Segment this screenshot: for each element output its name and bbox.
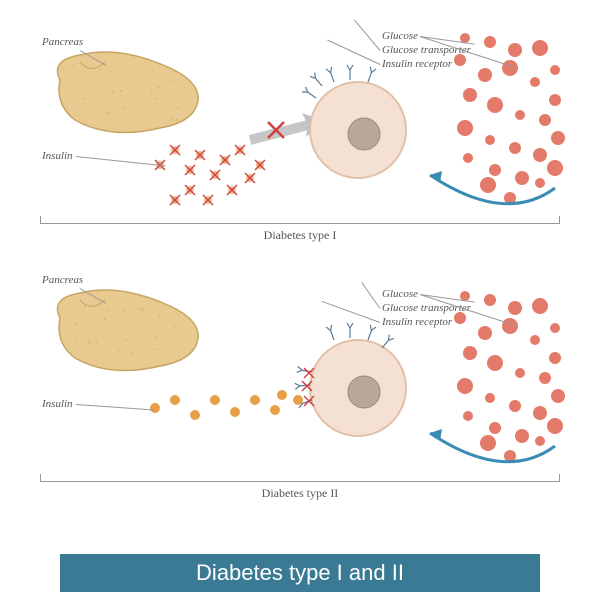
label-transporter-2: Glucose transporter	[382, 302, 471, 314]
label-pancreas-1: Pancreas	[42, 36, 83, 48]
label-insulin-1: Insulin	[42, 150, 73, 162]
caption-1: Diabetes type I	[240, 228, 360, 243]
label-glucose-2: Glucose	[382, 288, 418, 300]
label-transporter-1: Glucose transporter	[382, 44, 471, 56]
title-bar: Diabetes type I and II	[60, 554, 540, 592]
bracket-1	[40, 216, 560, 224]
title-text: Diabetes type I and II	[196, 560, 404, 586]
label-insulin-2: Insulin	[42, 398, 73, 410]
label-receptor-1: Insulin receptor	[382, 58, 452, 70]
label-pancreas-2: Pancreas	[42, 274, 83, 286]
panel-type-2-svg	[0, 0, 600, 600]
label-receptor-2: Insulin receptor	[382, 316, 452, 328]
label-glucose-1: Glucose	[382, 30, 418, 42]
caption-2: Diabetes type II	[240, 486, 360, 501]
bracket-2	[40, 474, 560, 482]
